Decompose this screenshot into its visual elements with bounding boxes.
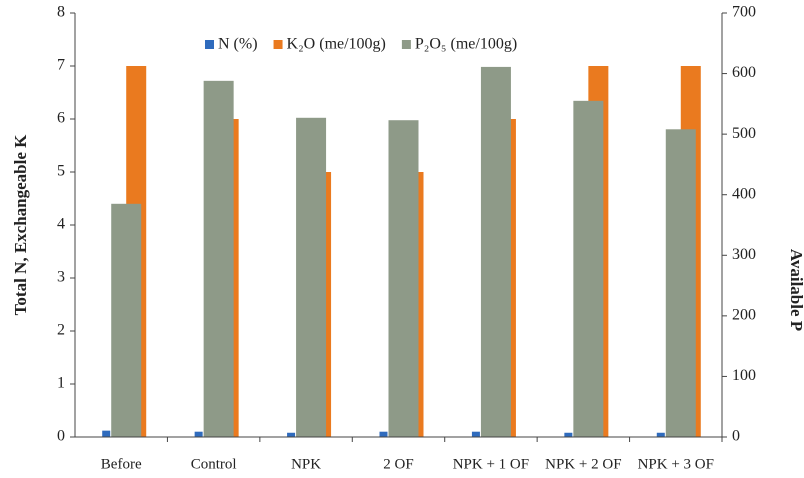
y-axis-label: Total N, Exchangeable K [11, 134, 30, 316]
y2-tick-label: 0 [732, 428, 740, 445]
x-tick-label: NPK + 1 OF [453, 456, 529, 472]
bar [380, 432, 388, 437]
bar [389, 120, 419, 437]
bar [481, 67, 511, 437]
bar [195, 432, 203, 437]
x-tick-label: NPK + 3 OF [638, 456, 714, 472]
legend-label: P₂O₅ (me/100g) [415, 36, 517, 53]
bar [666, 129, 696, 437]
legend-swatch [205, 40, 214, 49]
legend-swatch [402, 40, 411, 49]
x-tick-label: 2 OF [383, 456, 413, 472]
x-tick-label: NPK + 2 OF [545, 456, 621, 472]
bar [204, 81, 234, 437]
y2-axis-label: Available P [787, 249, 804, 331]
bar [573, 101, 603, 437]
y2-tick-label: 400 [732, 185, 756, 202]
y2-tick-label: 600 [732, 64, 756, 81]
y2-tick-label: 300 [732, 246, 756, 263]
y-tick-label: 2 [57, 322, 65, 339]
bar [564, 433, 572, 437]
legend-label: K₂O (me/100g) [287, 36, 386, 53]
y-tick-label: 8 [57, 4, 65, 21]
y-tick-label: 6 [57, 110, 65, 127]
y-tick-label: 1 [57, 375, 65, 392]
y-tick-label: 4 [57, 216, 65, 233]
y-tick-label: 0 [57, 428, 65, 445]
bar [296, 118, 326, 437]
bar [287, 433, 295, 437]
bar [472, 432, 480, 437]
chart: Total N, Exchangeable K Available P 0 1 2 3… [0, 0, 804, 478]
x-tick-label: NPK [291, 456, 321, 472]
legend-swatch [274, 40, 283, 49]
y-tick-label: 7 [57, 57, 65, 74]
y2-tick-label: 100 [732, 367, 756, 384]
bar [657, 433, 665, 437]
x-tick-label: Before [101, 456, 142, 472]
y2-tick-label: 500 [732, 125, 756, 142]
bar [111, 204, 141, 437]
legend-label: N (%) [218, 36, 258, 53]
y-tick-label: 5 [57, 163, 65, 180]
y-tick-label: 3 [57, 269, 65, 286]
y2-tick-label: 700 [732, 4, 756, 21]
x-tick-label: Control [191, 456, 237, 472]
y2-tick-label: 200 [732, 307, 756, 324]
bar [102, 431, 110, 437]
